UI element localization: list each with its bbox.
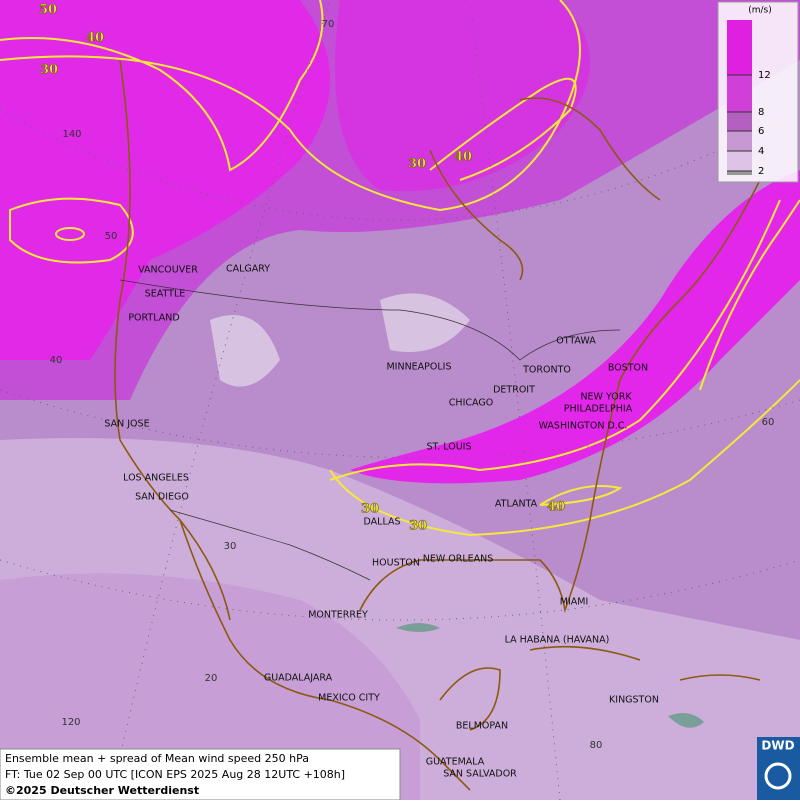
city-label: PHILADELPHIA xyxy=(564,404,633,415)
grid-label: 120 xyxy=(61,717,80,728)
borders xyxy=(119,279,621,581)
city-label: MONTERREY xyxy=(308,610,368,621)
grid-label: 80 xyxy=(590,740,603,751)
legend-swatch xyxy=(727,112,752,131)
legend-swatch xyxy=(727,75,752,112)
contour-label: 40 xyxy=(86,31,104,46)
city-label: CHICAGO xyxy=(449,398,493,409)
grid-label: 60 xyxy=(762,417,775,428)
city-label: DALLAS xyxy=(364,517,401,528)
city-label: BOSTON xyxy=(608,363,648,374)
contour-label: 30 xyxy=(408,157,426,172)
logo-text: DWD xyxy=(761,739,794,753)
grid-label: 30 xyxy=(224,541,237,552)
grid-label: 20 xyxy=(205,673,218,684)
contour-label: 30 xyxy=(409,519,427,534)
jet-stream xyxy=(0,0,330,360)
legend-tick-label: 12 xyxy=(758,70,771,81)
grid-label: 70 xyxy=(322,19,335,30)
contour-label: 30 xyxy=(40,63,58,78)
legend-swatch xyxy=(727,20,752,75)
city-label: NEW ORLEANS xyxy=(423,554,494,565)
grid-label: 140 xyxy=(62,129,81,140)
city-label: GUATEMALA xyxy=(426,757,485,768)
contour-label: 30 xyxy=(361,502,379,517)
city-label: KINGSTON xyxy=(609,695,659,706)
grid-label: 40 xyxy=(50,355,63,366)
calm-spot xyxy=(396,623,704,728)
city-label: LA HABANA (HAVANA) xyxy=(505,635,610,646)
city-label: MEXICO CITY xyxy=(318,693,380,704)
legend-tick-label: 2 xyxy=(758,166,764,177)
jet-stream xyxy=(350,170,800,484)
city-label: DETROIT xyxy=(493,385,535,396)
caption-box xyxy=(0,748,401,801)
legend-swatch xyxy=(727,131,752,151)
contour-label: 50 xyxy=(39,3,57,18)
city-label: VANCOUVER xyxy=(138,265,198,276)
legend-unit: (m/s) xyxy=(748,6,772,16)
caption-line: FT: Tue 02 Sep 00 UTC [ICON EPS 2025 Aug… xyxy=(5,768,345,781)
city-label: WASHINGTON D.C. xyxy=(539,421,628,432)
low-wind-area xyxy=(0,573,420,800)
city-label: LOS ANGELES xyxy=(123,473,189,484)
caption-line: Ensemble mean + spread of Mean wind spee… xyxy=(5,752,309,765)
logo-mark xyxy=(764,762,792,790)
city-label: NEW YORK xyxy=(580,392,632,403)
labels: VANCOUVER CALGARY SEATTLE PORTLAND MINNEAPOL… xyxy=(39,2,775,780)
city-label: GUADALAJARA xyxy=(264,673,333,684)
city-label: PORTLAND xyxy=(128,313,179,324)
legend-swatch xyxy=(727,151,752,171)
city-label: ATLANTA xyxy=(495,499,538,510)
grid-label: 50 xyxy=(105,231,118,242)
city-label: MINNEAPOLIS xyxy=(386,362,451,373)
city-label: TORONTO xyxy=(522,365,571,376)
jet-stream xyxy=(335,0,590,192)
legend-tick-label: 6 xyxy=(758,126,764,137)
logo xyxy=(757,737,800,800)
calm-area xyxy=(210,293,470,387)
caption-line: ©2025 Deutscher Wetterdienst xyxy=(5,784,199,797)
city-label: SAN DIEGO xyxy=(135,492,189,503)
city-label: BELMOPAN xyxy=(456,721,508,732)
city-label: MIAMI xyxy=(560,597,589,608)
legend-tick-label: 8 xyxy=(758,107,764,118)
city-label: SAN JOSE xyxy=(104,419,149,430)
city-label: OTTAWA xyxy=(556,336,596,347)
city-label: SAN SALVADOR xyxy=(443,769,517,780)
legend-tick-label: 4 xyxy=(758,146,764,157)
city-label: CALGARY xyxy=(226,264,270,275)
city-label: HOUSTON xyxy=(372,558,420,569)
coastlines xyxy=(114,59,761,791)
legend-swatch xyxy=(727,171,752,175)
contour-label: 40 xyxy=(454,150,472,165)
city-label: ST. LOUIS xyxy=(427,442,472,453)
city-label: SEATTLE xyxy=(145,289,186,300)
contour-label: 40 xyxy=(547,500,565,515)
